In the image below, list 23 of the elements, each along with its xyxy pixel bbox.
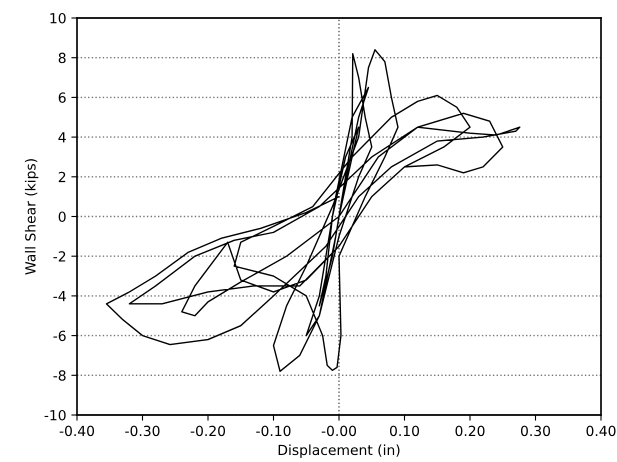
x-tick-label: 0.30 [520,426,550,436]
x-tick-label: -0.00 [322,426,356,436]
y-tick-label: 8 [58,52,66,64]
y-tick-label: 0 [58,211,66,222]
x-axis-title: Displacement (in) [278,444,400,458]
x-tick-label: 0.10 [390,426,420,436]
x-tick-label: 0.40 [586,426,616,436]
y-tick-label: 6 [58,92,66,103]
x-tick-label: -0.20 [190,426,226,436]
x-tick-label: -0.40 [60,426,94,436]
y-tick-label: -4 [53,291,66,302]
y-tick-label: -6 [53,330,66,342]
y-tick-label: 10 [50,12,66,24]
y-tick-label: -10 [44,410,66,420]
line-series [106,49,520,372]
x-tick-label: -0.10 [256,426,291,436]
y-axis-title: Wall Shear (kips) [24,159,38,275]
x-tick-label: 0.20 [455,426,485,436]
y-tick-label: -2 [53,251,66,262]
y-tick-label: 4 [58,132,66,142]
y-tick-label: 2 [58,172,66,182]
x-tick-label: -0.30 [125,426,160,436]
y-tick-label: -8 [53,370,66,381]
